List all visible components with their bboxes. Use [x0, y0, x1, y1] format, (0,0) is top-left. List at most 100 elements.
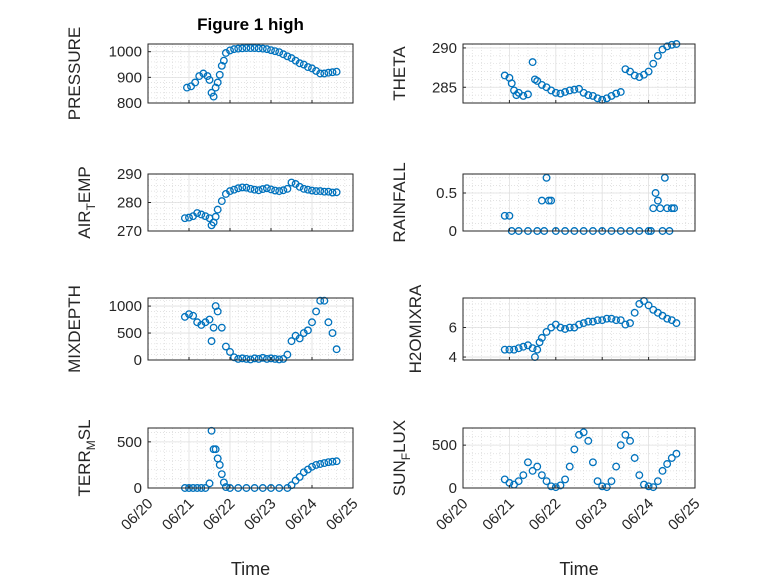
- data-point: [316, 69, 325, 78]
- data-point: [588, 317, 597, 326]
- data-point: [649, 59, 658, 68]
- data-point: [295, 182, 304, 191]
- data-point: [593, 316, 602, 325]
- data-point: [205, 479, 214, 488]
- x-tick-label: 06/20: [118, 495, 157, 534]
- data-point: [537, 80, 546, 89]
- data-point: [667, 454, 676, 462]
- data-point: [207, 426, 216, 435]
- data-point: [547, 86, 556, 95]
- y-axis-label: SUNFLUX: [390, 420, 413, 496]
- data-points: [500, 297, 681, 361]
- data-point: [215, 460, 224, 469]
- x-tick-label: 06/23: [241, 495, 280, 534]
- data-point: [250, 354, 259, 363]
- axes-background: [463, 174, 695, 231]
- panel-8: 0 500 06/20 06/21 06/22 06/23 06/24 06/25 Time SU…: [390, 420, 703, 579]
- data-point: [254, 44, 263, 53]
- data-point: [332, 188, 341, 197]
- y-tick-label: 0: [134, 480, 142, 497]
- data-point: [250, 185, 259, 194]
- data-point: [556, 323, 565, 332]
- data-point: [328, 188, 337, 197]
- data-point: [324, 458, 333, 467]
- data-point: [672, 319, 681, 328]
- x-tick-label: 06/25: [323, 495, 362, 534]
- data-point: [217, 197, 226, 206]
- data-point: [250, 44, 259, 53]
- data-point: [279, 50, 288, 59]
- data-point: [287, 481, 296, 490]
- panel-1: 800 900 1000 PRESSURE: [65, 27, 354, 121]
- data-point: [507, 79, 516, 88]
- y-tick-label: 0: [134, 352, 142, 369]
- data-point: [514, 344, 523, 353]
- data-point: [584, 91, 593, 100]
- data-point: [324, 187, 333, 196]
- data-point: [598, 482, 607, 491]
- data-point: [500, 211, 509, 220]
- x-tick-label: 06/24: [282, 495, 321, 534]
- data-point: [565, 462, 574, 471]
- data-point: [193, 209, 202, 217]
- data-point: [308, 318, 316, 327]
- data-point: [565, 86, 574, 95]
- data-point: [584, 436, 593, 445]
- y-axis-label: TERRMSL: [75, 419, 98, 496]
- data-point: [262, 184, 271, 193]
- data-point: [635, 471, 644, 480]
- data-point: [267, 185, 275, 194]
- y-axis-label: THETA: [390, 46, 409, 101]
- axes-box: [147, 43, 354, 104]
- y-axis-label: PRESSURE: [65, 27, 84, 121]
- data-point: [328, 329, 337, 337]
- data-point: [308, 462, 316, 471]
- data-point: [226, 187, 234, 196]
- data-point: [570, 445, 579, 454]
- axes-box: [147, 297, 354, 361]
- data-point: [267, 354, 275, 363]
- data-point: [213, 205, 222, 214]
- data-point: [528, 58, 537, 67]
- data-point: [653, 196, 662, 205]
- data-point: [602, 94, 611, 103]
- data-point: [258, 353, 267, 362]
- x-tick-label: 06/24: [619, 495, 658, 534]
- data-point: [537, 333, 546, 342]
- data-point: [234, 184, 243, 193]
- data-point: [528, 466, 537, 475]
- data-points: [500, 428, 681, 492]
- data-point: [630, 454, 639, 462]
- data-point: [500, 345, 509, 354]
- data-point: [528, 344, 537, 353]
- y-tick-label: 500: [432, 437, 457, 454]
- data-point: [275, 355, 284, 364]
- y-tick-label: 800: [117, 95, 142, 112]
- y-tick-label: 1000: [109, 44, 142, 61]
- data-point: [213, 307, 222, 316]
- data-point: [238, 354, 247, 363]
- data-point: [271, 47, 280, 56]
- data-point: [246, 44, 255, 53]
- axes-background: [463, 298, 695, 360]
- data-point: [551, 88, 560, 97]
- data-point: [199, 69, 208, 78]
- data-point: [535, 338, 544, 347]
- panel-3: 270 280 290 AIRTEMP: [75, 166, 354, 240]
- data-point: [207, 337, 216, 346]
- data-point: [258, 44, 267, 53]
- data-point: [209, 92, 218, 101]
- data-point: [238, 44, 247, 53]
- data-point: [514, 477, 523, 486]
- data-point: [308, 186, 316, 195]
- y-axis-label: RAINFALL: [390, 162, 409, 242]
- data-point: [616, 441, 625, 450]
- data-point: [593, 477, 602, 486]
- data-point: [537, 471, 546, 480]
- data-point: [644, 482, 653, 491]
- data-point: [258, 185, 267, 194]
- data-point: [182, 83, 191, 92]
- data-point: [519, 342, 528, 351]
- data-point: [588, 91, 597, 100]
- data-point: [644, 301, 653, 310]
